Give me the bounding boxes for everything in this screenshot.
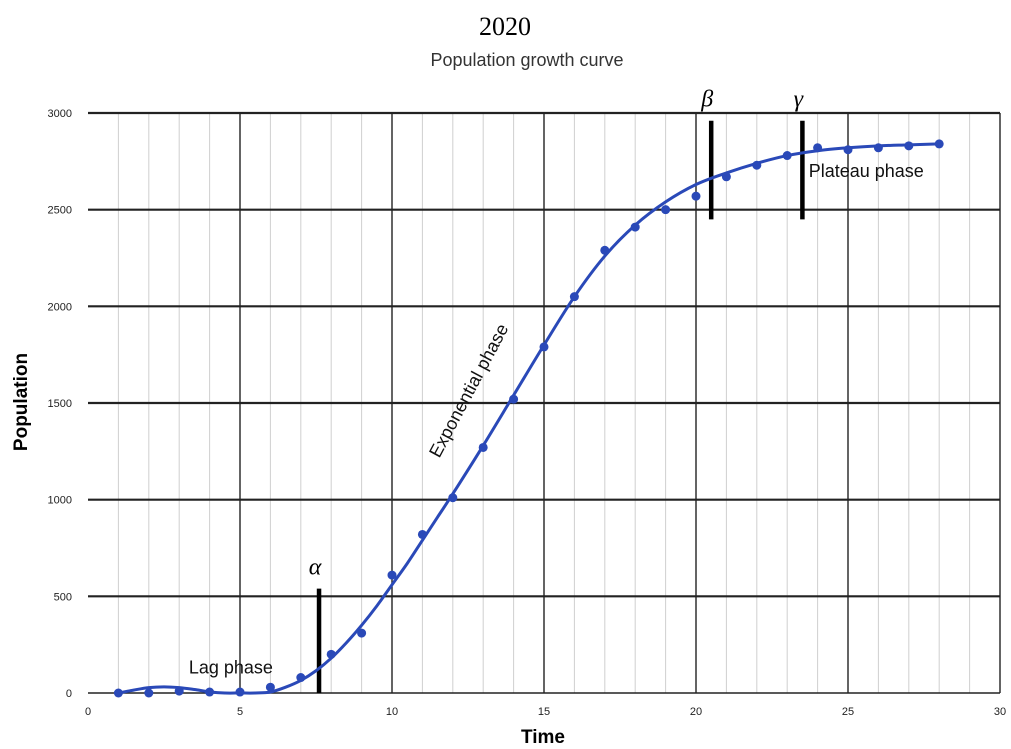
data-point bbox=[174, 686, 184, 696]
data-point bbox=[417, 529, 427, 539]
data-point bbox=[782, 151, 792, 161]
phase-annotation: Exponential phase bbox=[425, 320, 512, 460]
data-point bbox=[478, 442, 488, 452]
data-point bbox=[144, 688, 154, 698]
series-population bbox=[113, 139, 944, 698]
y-tick-label: 500 bbox=[54, 591, 72, 603]
data-point bbox=[904, 141, 914, 151]
phase-markers: α β γ bbox=[309, 87, 805, 693]
data-point bbox=[265, 682, 275, 692]
grid bbox=[88, 111, 1001, 693]
data-point bbox=[661, 205, 671, 215]
data-point bbox=[539, 342, 549, 352]
chart-title: Population growth curve bbox=[430, 50, 623, 70]
y-tick-label: 2500 bbox=[48, 205, 72, 217]
y-tick-label: 1000 bbox=[48, 495, 72, 507]
data-point bbox=[296, 673, 306, 683]
y-axis-label: Population bbox=[11, 353, 32, 451]
data-point bbox=[326, 649, 336, 659]
x-axis-label: Time bbox=[521, 727, 565, 748]
x-tick-label: 20 bbox=[690, 706, 702, 718]
data-point bbox=[813, 143, 823, 153]
data-point bbox=[721, 172, 731, 182]
data-point bbox=[600, 245, 610, 255]
data-point bbox=[509, 394, 519, 404]
data-point bbox=[843, 145, 853, 155]
x-tick-label: 30 bbox=[994, 706, 1006, 718]
data-point bbox=[235, 687, 245, 697]
data-point bbox=[357, 628, 367, 638]
x-tick-label: 5 bbox=[237, 706, 243, 718]
y-tick-label: 2000 bbox=[48, 301, 72, 313]
data-point bbox=[934, 139, 944, 149]
data-point bbox=[569, 292, 579, 302]
data-point bbox=[113, 688, 123, 698]
data-point bbox=[387, 570, 397, 580]
year-label: 2020 bbox=[479, 12, 531, 41]
y-tick-label: 3000 bbox=[48, 108, 72, 120]
data-point bbox=[630, 222, 640, 232]
x-tick-label: 15 bbox=[538, 706, 550, 718]
phase-marker-label: β bbox=[700, 87, 713, 113]
data-point bbox=[873, 143, 883, 153]
y-tick-label: 1500 bbox=[48, 398, 72, 410]
phase-marker-label: α bbox=[309, 555, 322, 581]
x-tick-label: 0 bbox=[85, 706, 91, 718]
fitted-curve bbox=[118, 142, 940, 695]
x-tick-label: 10 bbox=[386, 706, 398, 718]
data-point bbox=[752, 160, 762, 170]
x-tick-label: 25 bbox=[842, 706, 854, 718]
data-point bbox=[691, 191, 701, 201]
data-point bbox=[448, 493, 458, 503]
phase-annotation: Lag phase bbox=[189, 658, 273, 678]
data-point bbox=[205, 687, 215, 697]
y-tick-label: 0 bbox=[66, 688, 72, 700]
phase-annotation: Plateau phase bbox=[809, 161, 924, 181]
tick-labels: 0 5 10 15 20 25 30 0 500 1000 1500 2000 2500 3000 bbox=[48, 108, 1007, 718]
phase-marker-label: γ bbox=[794, 87, 804, 113]
phase-annotations: Lag phase Exponential phase Plateau phase bbox=[189, 161, 924, 678]
